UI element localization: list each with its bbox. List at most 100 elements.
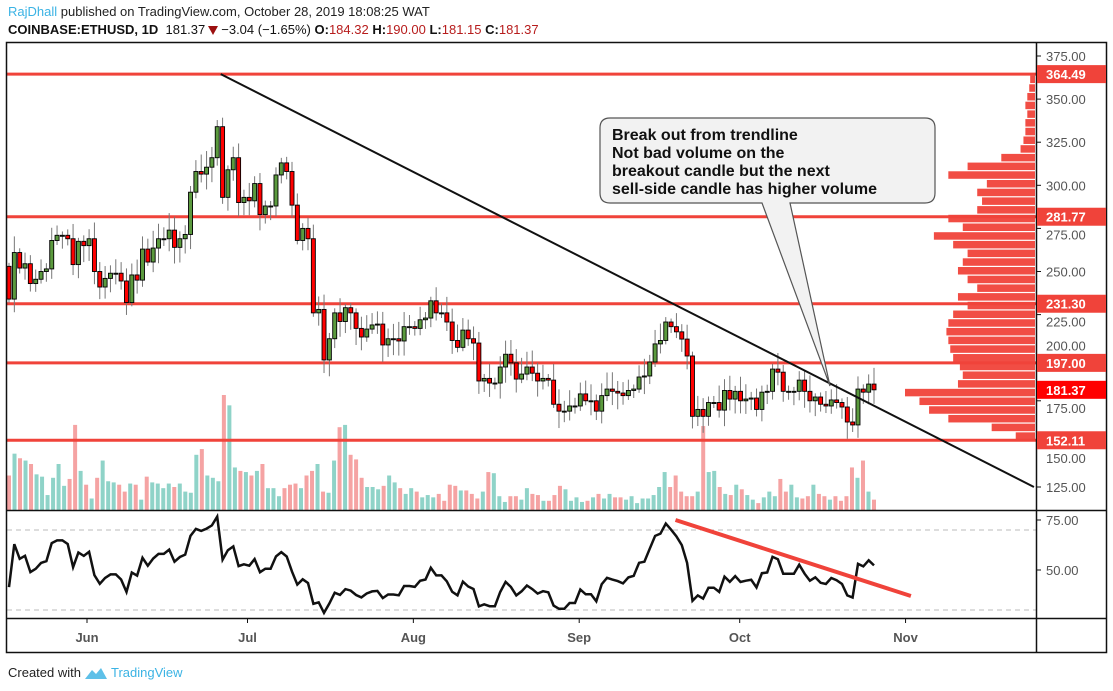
- price-tick-label: 325.00: [1046, 135, 1086, 150]
- candle: [321, 294, 327, 374]
- volume-bar: [860, 460, 865, 510]
- candle: [551, 363, 557, 408]
- volume-bar: [326, 492, 331, 510]
- candle-body: [428, 300, 434, 319]
- candle-body: [294, 204, 300, 241]
- profile-bar: [1023, 136, 1035, 144]
- candle-body: [519, 373, 525, 380]
- candle: [706, 396, 711, 426]
- candle: [145, 238, 151, 266]
- candle-body: [380, 323, 386, 346]
- chart-frame: [5, 41, 1108, 654]
- volume-bar: [62, 485, 67, 510]
- callout-shape[interactable]: [599, 117, 936, 387]
- candle: [140, 236, 145, 287]
- volume-bar: [772, 496, 777, 510]
- candle: [390, 323, 396, 356]
- profile-bar: [967, 301, 1035, 310]
- volume-bar: [502, 501, 507, 510]
- annotation-callout[interactable]: Break out from trendline Not bad volume …: [599, 117, 936, 387]
- profile-bar: [957, 267, 1035, 275]
- candle: [246, 182, 252, 216]
- volume-bar: [679, 491, 684, 510]
- volume-bar: [552, 495, 557, 510]
- price-label-box: [1037, 65, 1106, 84]
- volume-bar: [706, 472, 711, 510]
- price-label-text: 364.49: [1046, 67, 1086, 82]
- candle-body: [300, 227, 306, 241]
- candle-body: [433, 300, 439, 314]
- candle: [193, 160, 199, 199]
- candle-body: [754, 397, 759, 410]
- volume-bar: [221, 395, 226, 510]
- high-label: H:: [372, 22, 387, 37]
- price-tick-label: 350.00: [1046, 92, 1086, 107]
- candle: [11, 236, 17, 313]
- volume-bar: [299, 488, 304, 510]
- candle: [727, 375, 733, 411]
- volume-bar: [756, 503, 761, 510]
- author-link[interactable]: RajDhall: [8, 4, 58, 19]
- profile-bar: [1029, 84, 1035, 92]
- volume-bar: [177, 483, 182, 510]
- rsi-line: [7, 512, 875, 616]
- profile-bar: [953, 310, 1035, 319]
- candle: [423, 312, 428, 329]
- candle-body: [625, 390, 631, 397]
- profile-bar: [982, 197, 1035, 205]
- candle: [673, 313, 679, 339]
- open-value: 184.32: [328, 22, 369, 37]
- candle: [22, 252, 28, 280]
- low-label: L:: [429, 22, 442, 37]
- candle-body: [6, 265, 12, 300]
- candle: [609, 372, 615, 406]
- volume-bar: [254, 470, 259, 510]
- profile-bar: [962, 371, 1035, 379]
- price-axis[interactable]: 375.00 350.00 325.00 300.00 275.00 250.00 225.…: [1036, 49, 1106, 578]
- candle: [791, 386, 797, 406]
- price-chart[interactable]: 375.00 350.00 325.00 300.00 275.00 250.00 225.…: [0, 0, 1113, 660]
- candle-body: [802, 379, 808, 392]
- candle-body: [124, 280, 129, 303]
- volume-bar: [453, 485, 458, 510]
- volume-bar: [122, 491, 127, 510]
- profile-bar: [948, 319, 1035, 327]
- candle: [754, 388, 759, 417]
- profile-bar: [1025, 127, 1035, 136]
- candle-body: [316, 308, 322, 314]
- candle: [241, 189, 247, 216]
- tradingview-link[interactable]: TradingView: [110, 665, 183, 680]
- candle-body: [647, 361, 653, 377]
- candle: [337, 298, 343, 337]
- candle: [444, 296, 450, 332]
- price-label-text: 181.37: [1046, 383, 1086, 398]
- candle: [839, 398, 845, 419]
- volume-bar: [447, 484, 452, 510]
- month-label: Jun: [75, 630, 98, 645]
- candle-body: [652, 343, 658, 363]
- candle-body: [540, 377, 546, 382]
- candle: [679, 324, 685, 352]
- volume-bar: [321, 491, 326, 510]
- volume-bar: [684, 496, 689, 510]
- volume-bar: [717, 487, 722, 510]
- candle: [604, 372, 610, 402]
- volume-bar: [243, 472, 248, 510]
- volume-bar: [833, 496, 838, 510]
- volume-bar: [519, 499, 524, 510]
- candle-body: [465, 329, 471, 340]
- candle-body: [342, 307, 348, 322]
- volume-bar: [508, 496, 513, 510]
- volume-bar: [304, 475, 309, 510]
- volume-bar: [541, 500, 546, 510]
- candle-body: [657, 340, 663, 345]
- candle: [273, 167, 279, 217]
- candle-body: [65, 234, 71, 240]
- candle-body: [775, 368, 781, 373]
- candle-body: [620, 392, 626, 397]
- candle-body: [22, 263, 28, 269]
- candle-body: [337, 312, 343, 322]
- time-axis[interactable]: Jun Jul Aug Sep Oct Nov: [75, 618, 919, 645]
- volume-bar: [238, 470, 243, 510]
- candle: [166, 213, 172, 252]
